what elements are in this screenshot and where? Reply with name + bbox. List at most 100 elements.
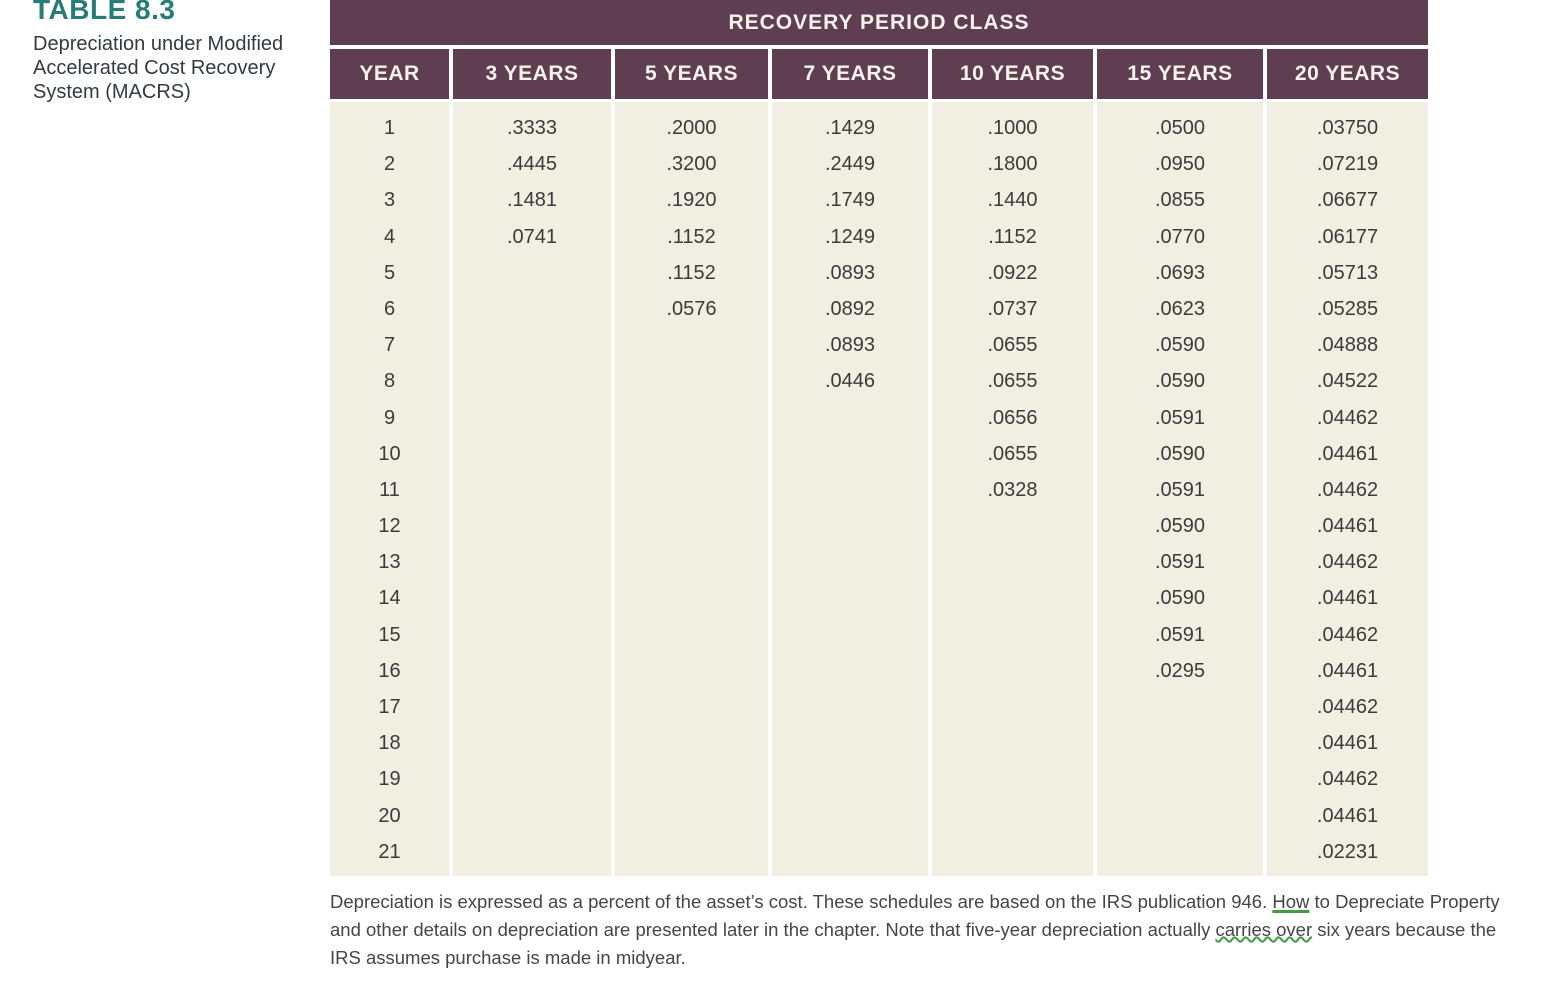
table-cell: .0655 <box>987 442 1038 465</box>
table-cell: .1749 <box>824 189 876 212</box>
table-cell <box>1097 834 1263 870</box>
table-cell <box>932 544 1093 580</box>
table-cell: 7 <box>383 334 396 357</box>
table-cell <box>772 436 928 472</box>
table-cell: .04461 <box>1316 659 1379 682</box>
table-cell: 17 <box>378 696 401 718</box>
table-cell: .0295 <box>1154 659 1206 682</box>
table-cell: .2000 <box>666 117 717 139</box>
table-cell: .0576 <box>666 297 717 320</box>
table-cell <box>772 761 928 797</box>
table-cell: .1152 <box>667 261 716 284</box>
table-cell: .0590 <box>1154 587 1206 610</box>
table-cell <box>615 617 768 653</box>
table-cell <box>615 436 768 472</box>
table-cell <box>772 617 928 653</box>
table-cell: 6 <box>383 297 396 320</box>
table-cell <box>615 580 768 616</box>
table-cell <box>932 834 1093 870</box>
table-cell: .0855 <box>1154 189 1206 212</box>
table-column: .1000 .1800 .1440 .1152 .0922 .0737 .0655 .0655… <box>932 102 1093 876</box>
table-cell: .07219 <box>1316 153 1379 176</box>
table-cell: .0737 <box>987 297 1038 320</box>
table-cell: .05713 <box>1316 261 1379 284</box>
table-cell: 8 <box>383 370 396 393</box>
table-cell <box>932 508 1093 544</box>
footnote-text: and other details on depreciation are pr… <box>330 919 1216 940</box>
footnote-marked-text: carries over <box>1215 919 1313 940</box>
table-cell: .0591 <box>1154 478 1206 501</box>
caption-line: Depreciation under Modified <box>33 33 284 55</box>
table-cell: 15 <box>378 623 401 646</box>
table-cell: .0590 <box>1154 370 1206 393</box>
table-cell: .0741 <box>506 225 558 248</box>
table-cell <box>453 725 611 761</box>
macrs-header-row: YEAR 3 YEARS 5 YEARS 7 YEARS 10 YEARS 15 YEAR… <box>330 49 1428 99</box>
table-cell: 11 <box>379 478 400 501</box>
table-cell: 16 <box>378 659 401 682</box>
caption-line: System (MACRS) <box>33 81 191 103</box>
table-cell <box>453 544 611 580</box>
macrs-table-body: 1 2 3 4 5 6 7 8 9 10 11 12 13 14 15 16 17 18 19 20 21.3333.4… <box>330 102 1428 876</box>
table-cell <box>615 761 768 797</box>
table-cell <box>615 653 768 689</box>
footnote-line: and other details on depreciation are pr… <box>330 916 1510 944</box>
table-cell <box>615 689 768 725</box>
table-cell <box>1097 725 1263 761</box>
column-header: 10 YEARS <box>932 49 1093 99</box>
table-cell: .0591 <box>1154 406 1206 429</box>
table-cell: .04461 <box>1316 732 1379 755</box>
table-column: .2000 .3200 .1920 .1152 .1152 .0576 <box>615 102 768 876</box>
table-cell: .1440 <box>987 189 1038 212</box>
table-cell: 14 <box>378 587 401 610</box>
table-cell <box>772 689 928 725</box>
table-cell: .06677 <box>1316 189 1379 212</box>
table-column: 1 2 3 4 5 6 7 8 9 10 11 12 13 14 15 16 17 18 19 20 21 <box>330 102 449 876</box>
table-cell <box>453 436 611 472</box>
table-cell: 9 <box>383 406 396 429</box>
footnote-text: to Depreciate Property <box>1309 891 1500 912</box>
table-cell <box>453 508 611 544</box>
table-cell: .0500 <box>1154 117 1206 139</box>
table-cell: .4445 <box>506 153 558 176</box>
table-cell: .04461 <box>1316 442 1379 465</box>
table-cell: 20 <box>378 804 401 827</box>
table-cell: 10 <box>378 442 401 465</box>
table-cell <box>615 363 768 399</box>
table-cell: .0446 <box>824 370 876 393</box>
table-cell: .3200 <box>666 153 717 176</box>
table-cell: .04462 <box>1316 478 1379 501</box>
table-cell: .04462 <box>1316 551 1379 574</box>
table-cell: .0655 <box>987 370 1038 393</box>
table-cell <box>453 291 611 327</box>
table-cell: 5 <box>383 261 396 284</box>
table-column: .0500 .0950 .0855 .0770 .0693 .0623 .0590 .0590… <box>1097 102 1263 876</box>
footnote-text: Depreciation is expressed as a percent o… <box>330 891 1273 912</box>
caption-line: Accelerated Cost Recovery <box>33 57 276 79</box>
table-cell: 13 <box>378 551 401 574</box>
table-cell <box>615 400 768 436</box>
table-cell <box>772 472 928 508</box>
table-cell: .0693 <box>1154 261 1206 284</box>
table-cell: .2449 <box>824 153 876 176</box>
table-cell: .0591 <box>1154 623 1206 646</box>
table-cell <box>772 834 928 870</box>
table-cell: .04888 <box>1316 334 1379 357</box>
table-band-title: RECOVERY PERIOD CLASS <box>330 0 1428 45</box>
table-caption-panel: TABLE 8.3 Depreciation under Modified Ac… <box>33 0 325 104</box>
table-cell: 3 <box>383 189 396 212</box>
column-header: 15 YEARS <box>1097 49 1263 99</box>
table-cell <box>932 580 1093 616</box>
table-cell: .1152 <box>988 225 1037 248</box>
table-cell: .3333 <box>506 117 558 139</box>
footnote-marked-text: How <box>1272 891 1310 912</box>
table-cell: .0892 <box>824 297 876 320</box>
table-cell <box>772 580 928 616</box>
table-cell: .03750 <box>1316 117 1379 139</box>
table-cell: 12 <box>378 515 401 538</box>
table-cell <box>453 400 611 436</box>
table-cell <box>453 472 611 508</box>
footnote-text: six years because the <box>1312 919 1497 940</box>
table-cell <box>772 725 928 761</box>
